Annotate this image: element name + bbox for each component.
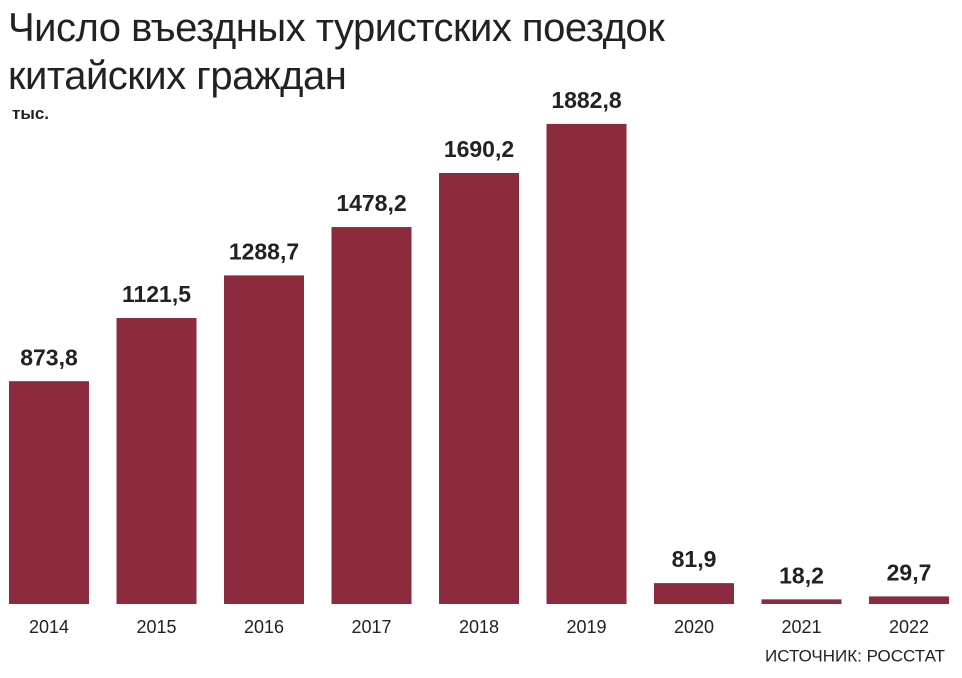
bar (654, 583, 734, 604)
bar (546, 123, 627, 605)
value-label: 1882,8 (551, 87, 622, 113)
bar (439, 172, 519, 604)
bar (331, 227, 412, 604)
value-label: 873,8 (20, 344, 78, 370)
x-tick-label: 2021 (781, 617, 821, 637)
bar (224, 275, 304, 604)
bar (761, 599, 842, 604)
bar (869, 596, 949, 604)
value-label: 81,9 (672, 546, 717, 572)
unit-label: тыс. (12, 104, 50, 123)
value-label: 1288,7 (229, 238, 299, 264)
value-label: 18,2 (779, 562, 824, 588)
value-label: 29,7 (887, 560, 932, 586)
x-tick-label: 2020 (674, 617, 714, 637)
value-label: 1690,2 (444, 136, 514, 162)
bar (9, 381, 89, 604)
value-label: 1121,5 (122, 281, 191, 307)
x-tick-label: 2019 (566, 617, 606, 637)
source: ИСТОЧНИК: РОССТАТ (765, 646, 945, 665)
x-tick-label: 2015 (136, 617, 176, 637)
x-tick-label: 2018 (459, 617, 499, 637)
x-tick-label: 2017 (351, 617, 391, 637)
bar (116, 318, 197, 604)
x-tick-label: 2014 (29, 617, 69, 637)
value-label: 1478,2 (336, 190, 406, 216)
x-tick-label: 2016 (244, 617, 284, 637)
x-tick-label: 2022 (889, 617, 929, 637)
chart-title: Число въездных туристских поездок китайс… (8, 6, 665, 98)
